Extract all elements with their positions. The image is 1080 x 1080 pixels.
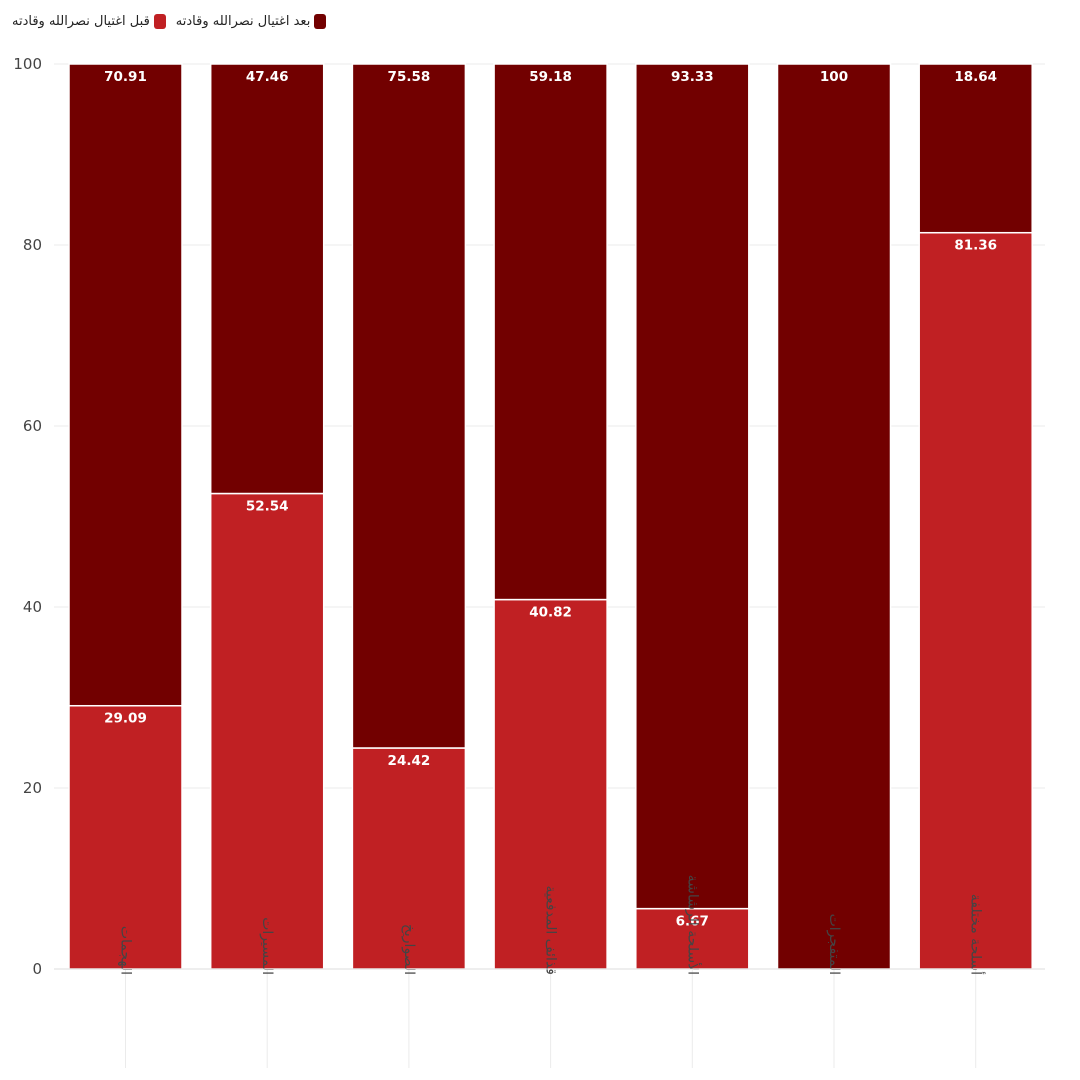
bar-value-label: 70.91 xyxy=(104,69,147,85)
bar-segment-before xyxy=(68,704,183,970)
bar-value-label: 93.33 xyxy=(671,69,714,85)
category-label: المسيرات xyxy=(259,917,275,975)
y-tick-label: 80 xyxy=(23,236,42,254)
legend-label-before: قبل اغتيال نصرالله وقادته xyxy=(12,14,150,29)
y-tick-label: 20 xyxy=(23,779,42,797)
bar-segment-before xyxy=(493,598,608,970)
category-label: أسلحة مختلفة xyxy=(968,894,986,975)
bar-value-label: 24.42 xyxy=(388,753,431,769)
legend-item-before[interactable]: قبل اغتيال نصرالله وقادته xyxy=(12,14,166,29)
bar-value-label: 59.18 xyxy=(529,69,572,85)
bar-segment-after xyxy=(776,63,892,970)
category-label: الصواريخ xyxy=(401,924,417,975)
bar-segment-after xyxy=(635,63,750,910)
bar-value-label: 52.54 xyxy=(246,499,289,515)
category-label: الهجمات xyxy=(118,926,134,975)
legend: بعد اغتيال نصرالله وقادته قبل اغتيال نصر… xyxy=(12,14,327,29)
legend-swatch-before xyxy=(153,14,166,29)
bar-value-label: 40.82 xyxy=(529,605,572,621)
bar-segment-after xyxy=(493,63,608,601)
legend-label-after: بعد اغتيال نصرالله وقادته xyxy=(175,14,311,29)
bar-segment-before xyxy=(209,492,325,970)
legend-swatch-after xyxy=(314,14,327,29)
bar-segment-after xyxy=(351,63,467,749)
bar-value-label: 29.09 xyxy=(104,711,147,727)
category-label: المتفجرات xyxy=(826,914,842,975)
y-tick-label: 100 xyxy=(13,55,42,73)
category-label: الأسلحة الرشاشة xyxy=(684,875,702,975)
bar-value-label: 6.67 xyxy=(676,914,709,930)
bar-segment-before xyxy=(351,747,467,970)
bar-value-label: 81.36 xyxy=(954,238,997,254)
bar-segment-after xyxy=(209,63,325,495)
bar-segment-after xyxy=(918,63,1033,234)
bar-value-label: 75.58 xyxy=(388,69,431,85)
bar-value-label: 100 xyxy=(820,69,848,85)
legend-item-after[interactable]: بعد اغتيال نصرالله وقادته xyxy=(176,14,327,29)
bar-segment-after xyxy=(68,63,183,707)
bar-value-label: 47.46 xyxy=(246,69,289,85)
bar-segment-before xyxy=(918,231,1033,970)
category-label: قذائف المدفعية xyxy=(543,885,559,975)
y-tick-label: 40 xyxy=(23,598,42,616)
bar-value-label: 18.64 xyxy=(954,69,997,85)
y-tick-label: 60 xyxy=(23,417,42,435)
y-tick-label: 0 xyxy=(32,960,42,978)
